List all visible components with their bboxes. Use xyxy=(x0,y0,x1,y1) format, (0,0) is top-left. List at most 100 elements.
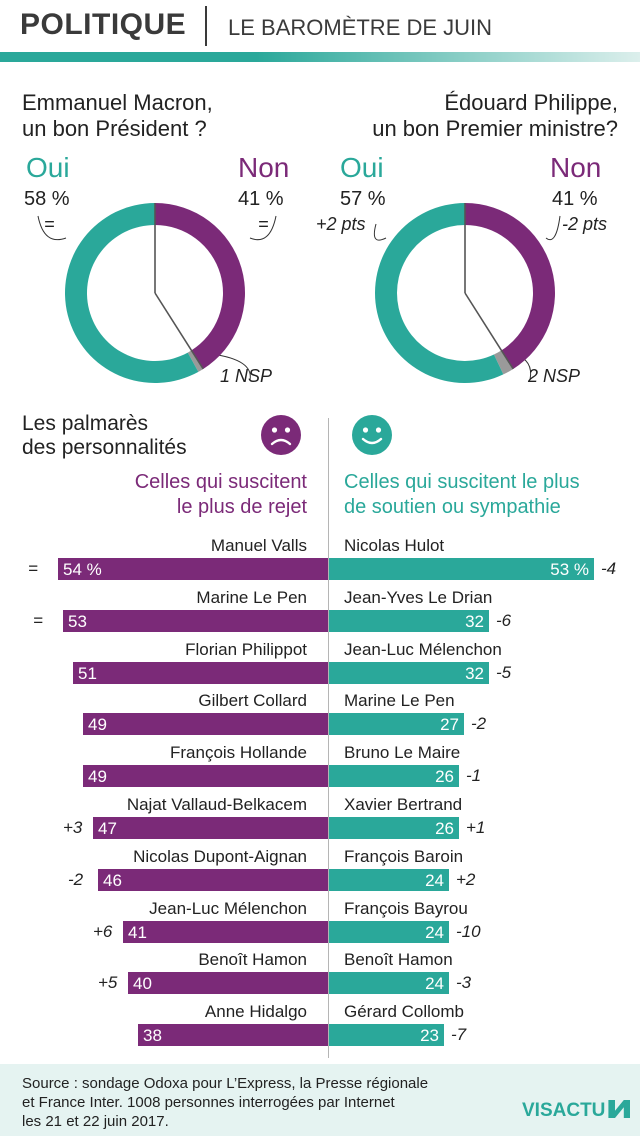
rejection-title-line2: le plus de rejet xyxy=(176,496,307,518)
donut-2-slice-non xyxy=(465,203,555,369)
support-bar-1: 32 xyxy=(329,609,489,632)
header-accent-bar xyxy=(0,52,640,62)
support-bar-value-7: 24 xyxy=(425,922,444,942)
support-name-6: François Baroin xyxy=(344,846,464,866)
header: POLITIQUE LE BAROMÈTRE DE JUIN xyxy=(0,0,640,52)
donut-1-oui-label: Oui xyxy=(26,152,70,183)
donut-2-divider-line-1 xyxy=(464,292,514,370)
support-name-9: Gérard Collomb xyxy=(344,1002,464,1022)
donut-1-nsp: 1 NSP xyxy=(220,366,273,386)
rejection-name-1: Marine Le Pen xyxy=(196,587,307,607)
donut-2-non-change: -2 pts xyxy=(562,214,608,234)
rejection-name-3: Gilbert Collard xyxy=(198,691,307,711)
rejection-bar-value-7: 41 xyxy=(128,922,147,942)
donut-1-non-label: Non xyxy=(238,152,290,183)
support-change-8: -3 xyxy=(456,973,472,993)
rejection-bar-value-1: 53 xyxy=(68,611,87,631)
source-line1: Source : sondage Odoxa pour L’Express, l… xyxy=(22,1075,429,1092)
support-change-7: -10 xyxy=(456,921,481,941)
donut-1-slice-nsp xyxy=(187,350,204,372)
smile-face-icon xyxy=(352,415,392,455)
support-name-5: Xavier Bertrand xyxy=(344,795,463,814)
support-name-7: François Bayrou xyxy=(344,898,468,918)
rejection-change-6: -2 xyxy=(68,869,84,889)
donut-2-oui-label: Oui xyxy=(340,152,384,183)
support-name-8: Benoît Hamon xyxy=(344,950,453,970)
rejection-bar-6: 46 xyxy=(98,868,328,891)
rejection-bar-9: 38 xyxy=(138,1024,328,1047)
rejection-name-8: Benoît Hamon xyxy=(198,950,307,970)
support-change-3: -2 xyxy=(471,714,487,734)
source-line3: les 21 et 22 juin 2017. xyxy=(22,1113,169,1130)
rejection-bar-2: 51 xyxy=(73,661,328,684)
support-bar-value-6: 24 xyxy=(425,870,444,890)
support-bar-value-3: 27 xyxy=(440,715,459,735)
support-change-4: -1 xyxy=(466,766,482,786)
donut-1-chart xyxy=(65,203,246,383)
source-line2: et France Inter. 1008 personnes interrog… xyxy=(22,1094,395,1111)
rejection-bar-value-2: 51 xyxy=(78,663,97,683)
palmares-title-line1: Les palmarès xyxy=(22,412,149,435)
support-bar-4: 26 xyxy=(329,765,459,788)
rejection-bar-value-0: 54 % xyxy=(63,560,102,579)
rejection-name-0: Manuel Valls xyxy=(210,536,307,555)
support-title-line1: Celles qui suscitent le plus xyxy=(344,471,580,493)
support-bar-8: 24 xyxy=(329,972,449,995)
rejection-change-5: +3 xyxy=(63,818,83,837)
source-note: Source : sondage Odoxa pour L’Express, l… xyxy=(22,1074,428,1131)
support-bar-5: 26 xyxy=(329,817,459,839)
support-name-3: Marine Le Pen xyxy=(344,691,455,711)
support-change-1: -6 xyxy=(496,610,512,630)
support-bar-value-5: 26 xyxy=(435,819,454,838)
rejection-column-title: Celles qui suscitent le plus de rejet xyxy=(135,470,307,520)
support-name-0: Nicolas Hulot xyxy=(344,536,445,555)
palmares-title-line2: des personnalités xyxy=(22,436,187,459)
center-divider xyxy=(328,418,329,1058)
rejection-bar-value-4: 49 xyxy=(88,767,107,787)
donut-1-divider-line-1 xyxy=(154,292,204,370)
support-column-title: Celles qui suscitent le plus de soutien … xyxy=(344,470,580,520)
donut-2-chart xyxy=(375,203,555,383)
rejection-name-4: François Hollande xyxy=(169,743,307,763)
donut-1-question-line1: Emmanuel Macron, xyxy=(22,90,213,115)
logo-text: VISACTU xyxy=(522,1100,606,1121)
rejection-bar-1: 53 xyxy=(63,609,328,632)
donut-1-slice-oui xyxy=(65,203,199,383)
rejection-name-2: Florian Philippot xyxy=(185,639,307,659)
sad-face-icon xyxy=(261,415,301,455)
donut-2-oui-percent: 57 % xyxy=(340,188,386,210)
rejection-change-7: +6 xyxy=(93,921,113,941)
donut-2-non-label: Non xyxy=(550,152,602,183)
donut-1-oui-percent: 58 % xyxy=(24,188,70,210)
support-change-0: -4 xyxy=(601,559,617,578)
donut-1-non-change: = xyxy=(258,214,269,234)
donut-2-slice-nsp xyxy=(493,350,514,375)
support-bar-3: 27 xyxy=(329,713,464,736)
rejection-name-5: Najat Vallaud-Belkacem xyxy=(126,795,307,814)
support-bar-value-1: 32 xyxy=(465,611,484,631)
rejection-bar-value-9: 38 xyxy=(143,1026,162,1046)
support-name-4: Bruno Le Maire xyxy=(344,743,461,763)
rejection-change-1: = xyxy=(33,610,43,630)
page-subtitle: LE BAROMÈTRE DE JUIN xyxy=(228,15,493,40)
visactu-logo: VISACTU xyxy=(522,1100,631,1122)
rejection-name-9: Anne Hidalgo xyxy=(204,1002,307,1022)
rejection-name-6: Nicolas Dupont-Aignan xyxy=(133,846,307,866)
rejection-bar-value-6: 46 xyxy=(103,870,122,890)
rejection-bar-4: 49 xyxy=(83,765,328,788)
support-bar-value-0: 53 % xyxy=(550,560,589,579)
page-title: POLITIQUE xyxy=(20,8,187,41)
support-title-line2: de soutien ou sympathie xyxy=(344,496,561,518)
logo-mark-icon xyxy=(608,1100,631,1118)
donut-2-question-line2: un bon Premier ministre? xyxy=(372,116,618,141)
rejection-bar-5: 47 xyxy=(93,817,328,839)
support-bar-0: 53 % xyxy=(329,558,594,580)
support-change-9: -7 xyxy=(451,1025,467,1045)
rejection-bar-3: 49 xyxy=(83,713,328,736)
rejection-bar-value-5: 47 xyxy=(98,819,117,838)
support-bar-value-4: 26 xyxy=(435,767,454,787)
support-bar-7: 24 xyxy=(329,920,449,943)
support-name-2: Jean-Luc Mélenchon xyxy=(344,639,502,659)
donut-2-nsp: 2 NSP xyxy=(528,366,581,386)
support-bar-2: 32 xyxy=(329,661,489,684)
